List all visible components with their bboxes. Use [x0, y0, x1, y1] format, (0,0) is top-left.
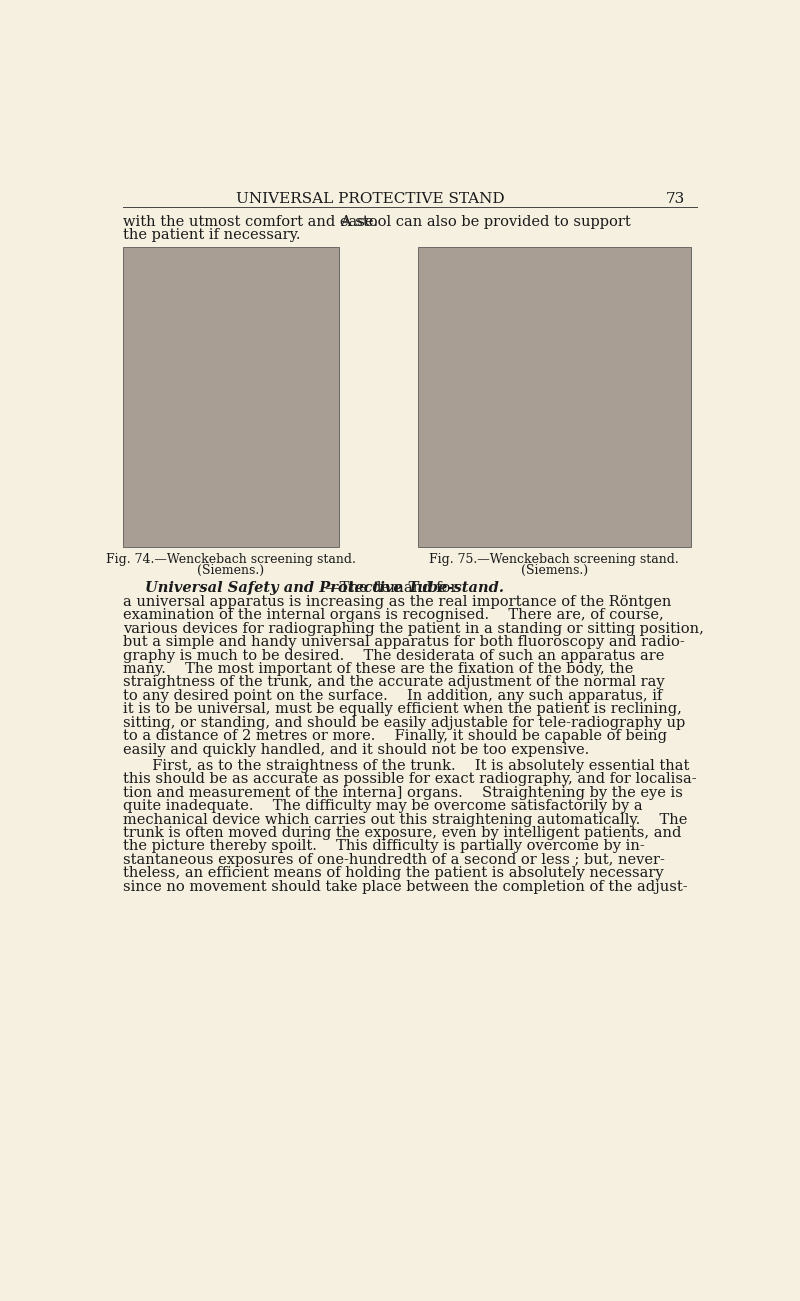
Text: sitting, or standing, and should be easily adjustable for tele-radiography up: sitting, or standing, and should be easi… [123, 716, 686, 730]
Text: (Siemens.): (Siemens.) [521, 565, 588, 578]
Text: a universal apparatus is increasing as the real importance of the Röntgen: a universal apparatus is increasing as t… [123, 595, 672, 609]
Text: stantaneous exposures of one-hundredth of a second or less ; but, never-: stantaneous exposures of one-hundredth o… [123, 853, 665, 866]
Bar [418, 247, 690, 548]
Text: many.  The most important of these are the fixation of the body, the: many. The most important of these are th… [123, 662, 634, 677]
Text: trunk is often moved during the exposure, even by intelligent patients, and: trunk is often moved during the exposure… [123, 826, 682, 840]
Text: mechanical device which carries out this straightening automatically.  The: mechanical device which carries out this… [123, 813, 688, 826]
Text: but a simple and handy universal apparatus for both fluoroscopy and radio-: but a simple and handy universal apparat… [123, 635, 685, 649]
Text: various devices for radiographing the patient in a standing or sitting position,: various devices for radiographing the pa… [123, 622, 704, 636]
Text: the picture thereby spoilt.  This difficulty is partially overcome by in-: the picture thereby spoilt. This difficu… [123, 839, 645, 853]
Bar [123, 247, 338, 548]
Text: to any desired point on the surface.  In addition, any such apparatus, if: to any desired point on the surface. In … [123, 690, 662, 703]
Text: theless, an efficient means of holding the patient is absolutely necessary: theless, an efficient means of holding t… [123, 866, 664, 881]
Text: First, as to the straightness of the trunk.  It is absolutely essential that: First, as to the straightness of the tru… [123, 758, 690, 773]
Text: Fig. 74.—Wenckebach screening stand.: Fig. 74.—Wenckebach screening stand. [106, 553, 356, 566]
Text: Universal Safety and Protective Tube-stand.: Universal Safety and Protective Tube-sta… [145, 582, 504, 595]
Text: this should be as accurate as possible for exact radiography, and for localisa-: this should be as accurate as possible f… [123, 771, 697, 786]
Text: the patient if necessary.: the patient if necessary. [123, 228, 301, 242]
Text: since no movement should take place between the completion of the adjust-: since no movement should take place betw… [123, 879, 688, 894]
Text: graphy is much to be desired.  The desiderata of such an apparatus are: graphy is much to be desired. The deside… [123, 648, 665, 662]
Text: Fig. 75.—Wenckebach screening stand.: Fig. 75.—Wenckebach screening stand. [430, 553, 679, 566]
Text: —The demand for: —The demand for [325, 582, 457, 595]
Text: 73: 73 [666, 191, 685, 206]
Text: easily and quickly handled, and it should not be too expensive.: easily and quickly handled, and it shoul… [123, 743, 590, 757]
Text: tion and measurement of the interna] organs.  Straightening by the eye is: tion and measurement of the interna] org… [123, 786, 683, 800]
Text: with the utmost comfort and ease.: with the utmost comfort and ease. [123, 215, 378, 229]
Text: to a distance of 2 metres or more.  Finally, it should be capable of being: to a distance of 2 metres or more. Final… [123, 730, 667, 743]
Text: examination of the internal organs is recognised.  There are, of course,: examination of the internal organs is re… [123, 608, 664, 622]
Text: A stool can also be provided to support: A stool can also be provided to support [340, 215, 631, 229]
Text: quite inadequate.  The difficulty may be overcome satisfactorily by a: quite inadequate. The difficulty may be … [123, 799, 643, 813]
Text: it is to be universal, must be equally efficient when the patient is reclining,: it is to be universal, must be equally e… [123, 703, 682, 717]
Text: (Siemens.): (Siemens.) [198, 565, 265, 578]
Text: straightness of the trunk, and the accurate adjustment of the normal ray: straightness of the trunk, and the accur… [123, 675, 665, 690]
Text: UNIVERSAL PROTECTIVE STAND: UNIVERSAL PROTECTIVE STAND [236, 191, 504, 206]
